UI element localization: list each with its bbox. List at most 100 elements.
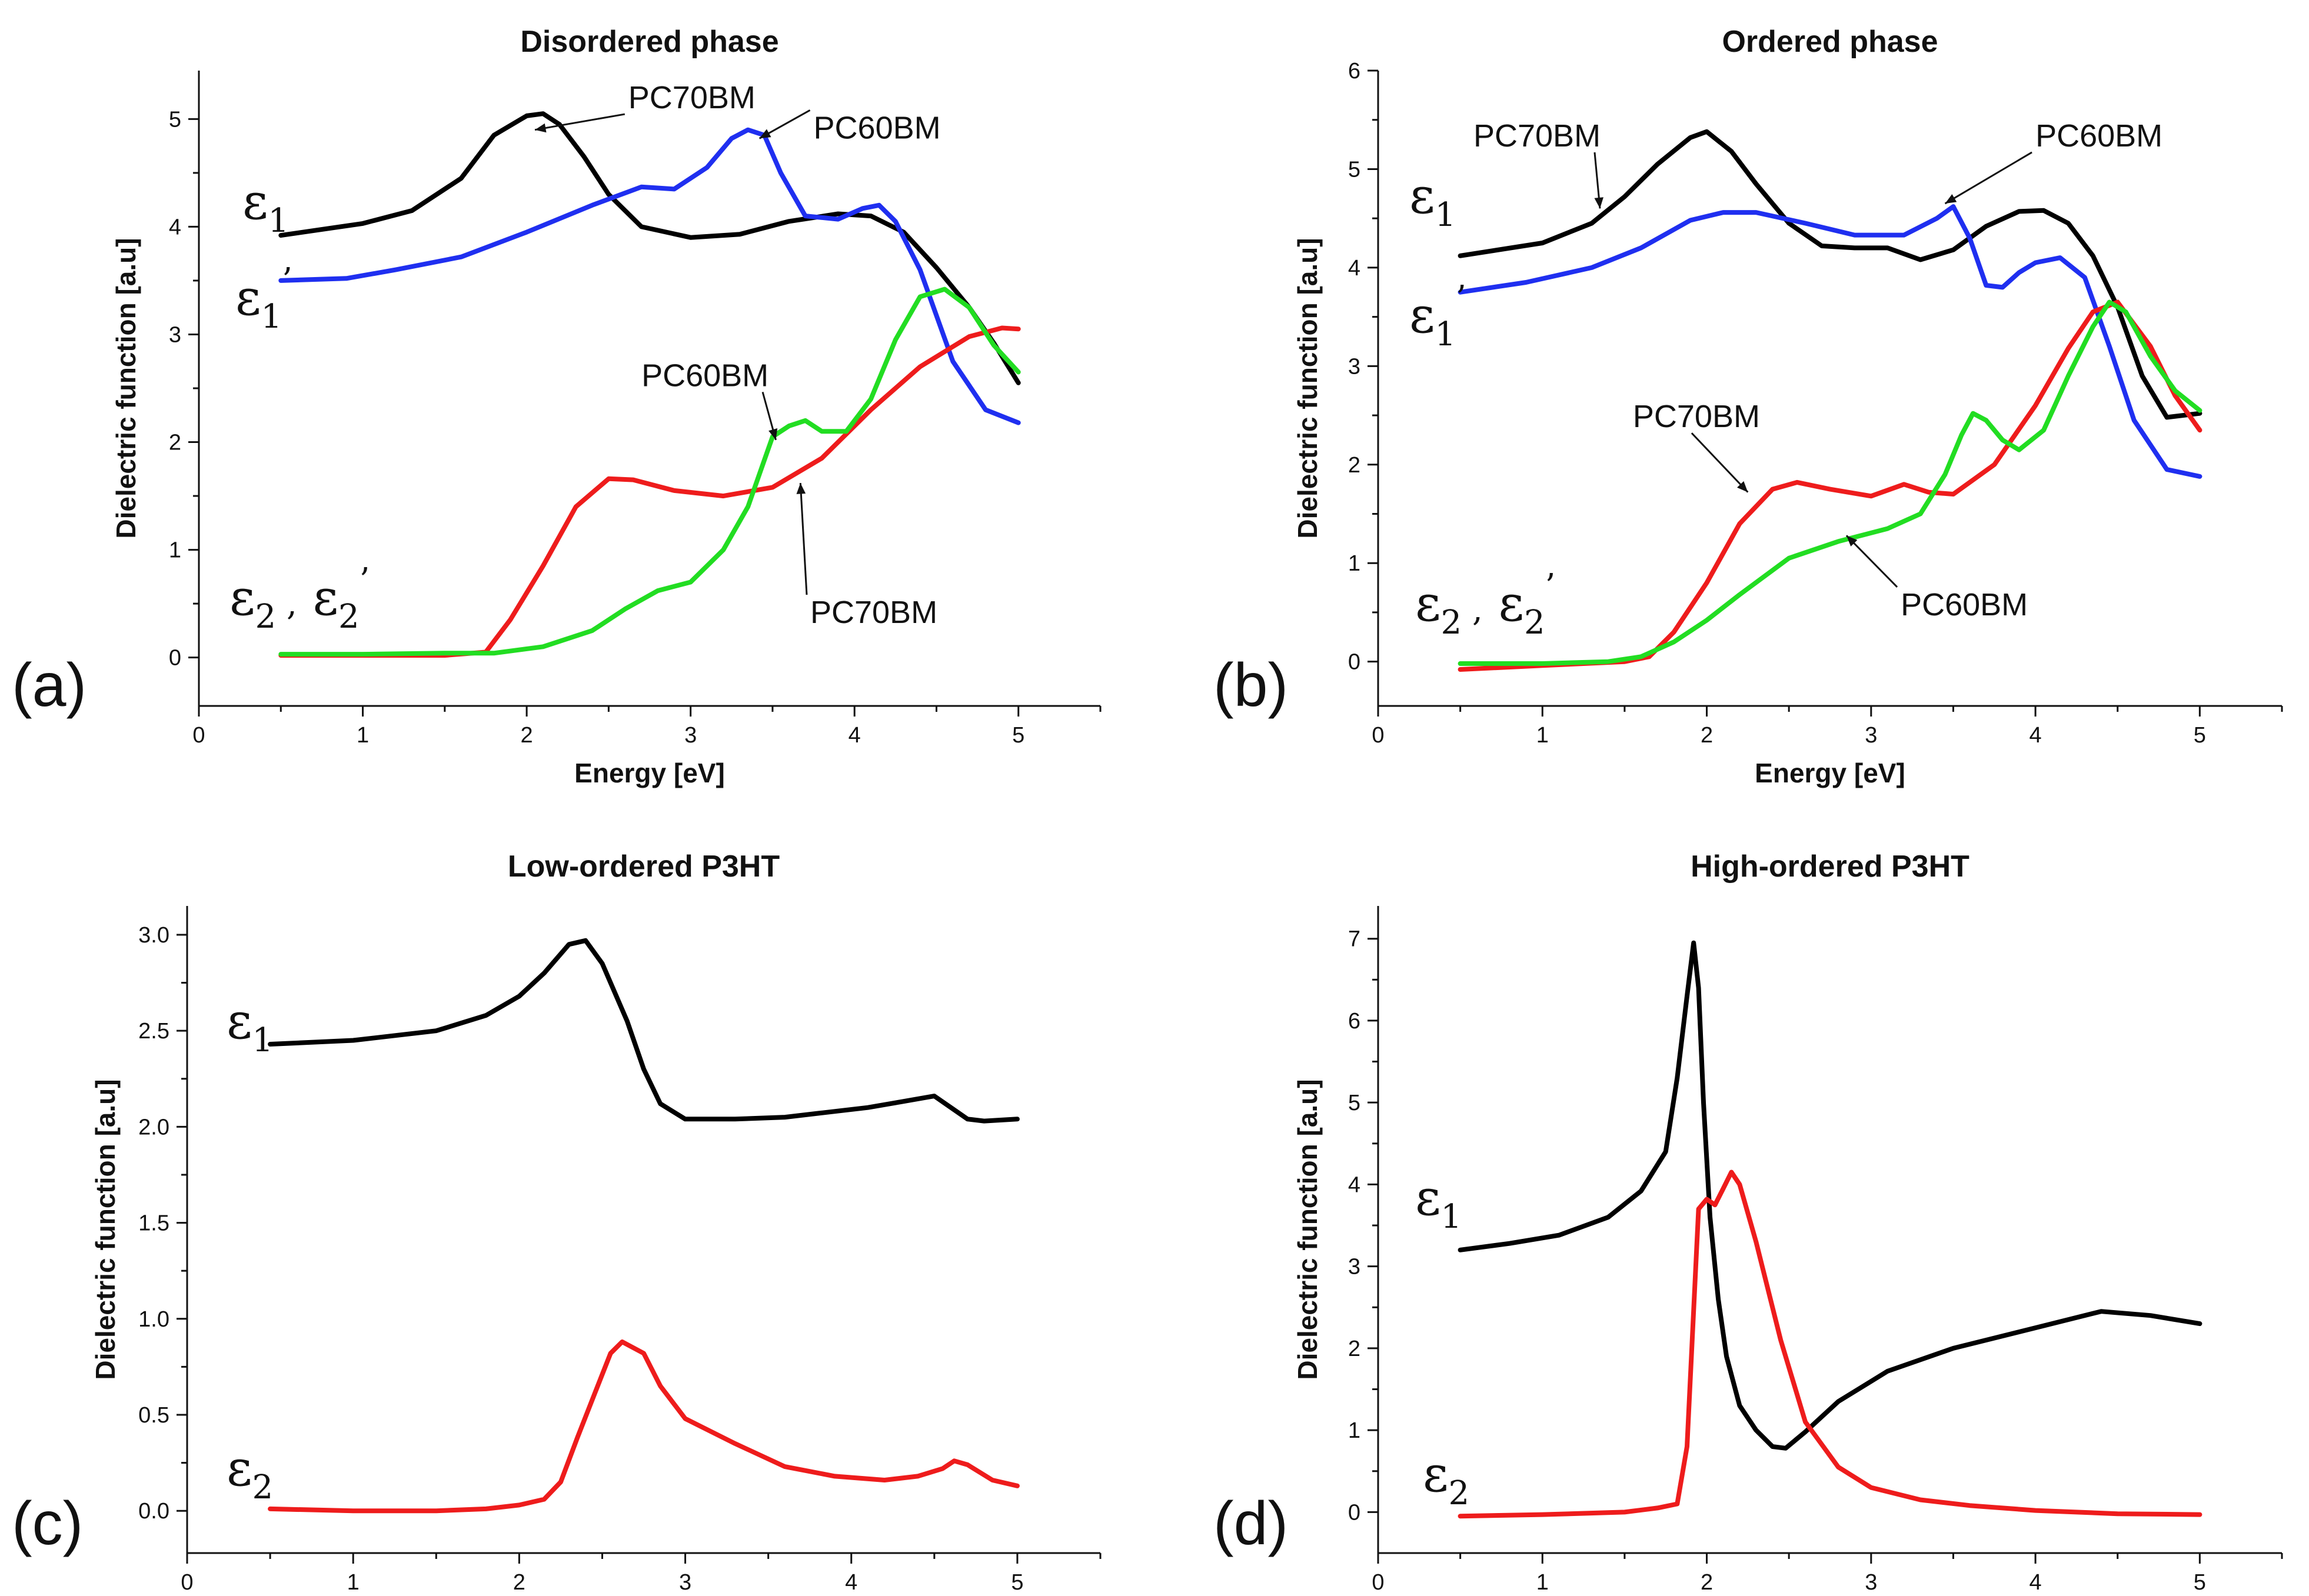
y-tick-label: 2.0 (138, 1115, 169, 1139)
annotation-arrow (1845, 535, 1898, 588)
series-line (1458, 299, 2202, 672)
curve-label: ε2 , ε2’ (1415, 567, 1555, 642)
y-tick-label: 3 (1348, 1255, 1360, 1280)
series-line (1458, 1169, 2202, 1519)
x-tick-label: 3 (679, 1570, 691, 1595)
curve-label: ε2 (227, 1440, 273, 1507)
y-tick-label: 1 (1348, 551, 1360, 576)
y-tick-label: 0.5 (138, 1403, 169, 1428)
y-tick-label: 7 (1348, 927, 1360, 952)
x-axis-label: Energy [eV] (1755, 758, 1905, 788)
x-tick-label: 1 (1536, 723, 1549, 748)
series-line (1458, 940, 2202, 1451)
x-tick-label: 5 (2194, 723, 2206, 748)
y-tick-label: 3.0 (138, 923, 169, 948)
panel-title: Disordered phase (520, 25, 778, 59)
panel-label: (b) (1213, 651, 1288, 719)
y-axis-label: Dielectric function [a.u] (111, 238, 141, 538)
y-tick-label: 6 (1348, 1009, 1360, 1034)
x-tick-label: 4 (2029, 723, 2042, 748)
x-tick-label: 0 (1372, 723, 1384, 748)
y-tick-label: 1 (169, 538, 181, 563)
y-axis-label: Dielectric function [a.u] (1292, 1079, 1323, 1380)
x-tick-label: 4 (845, 1570, 857, 1595)
annotation-label: PC70BM (1473, 118, 1601, 154)
series-line (278, 111, 1021, 385)
y-tick-label: 1.5 (138, 1211, 169, 1236)
annotation-arrowhead (1945, 194, 1957, 204)
curve-label: ε1 (1415, 1169, 1462, 1236)
annotation-label: PC60BM (814, 110, 941, 145)
x-tick-label: 2 (1701, 723, 1713, 748)
y-tick-label: 6 (1348, 59, 1360, 84)
x-tick-label: 1 (357, 723, 369, 748)
x-tick-label: 3 (1865, 1570, 1877, 1595)
y-tick-label: 4 (1348, 1172, 1360, 1197)
curve-label: ε1 (227, 992, 273, 1059)
curve-label: ε1 (242, 173, 289, 240)
series-line (278, 286, 1021, 657)
curve-label: ε2 , ε2’ (229, 561, 370, 636)
series-line (268, 938, 1020, 1124)
annotation-label: PC70BM (1633, 399, 1760, 434)
y-axis-label: Dielectric function [a.u] (90, 1079, 121, 1380)
y-tick-label: 2 (1348, 1337, 1360, 1361)
series-line (1458, 204, 2202, 479)
annotation-label: PC60BM (1901, 587, 2028, 622)
annotation-arrowhead (1594, 197, 1603, 209)
annotation-arrow (799, 483, 808, 595)
x-tick-label: 3 (1865, 723, 1877, 748)
panel-c: Low-ordered P3HT 0 1 2 3 4 5 0.0 0.5 1.0 1.5 2.0 2.5… (12, 849, 1102, 1595)
panel-title: Ordered phase (1722, 25, 1938, 59)
series-line (1458, 299, 2202, 666)
x-tick-label: 5 (2194, 1570, 2206, 1595)
series-line (278, 127, 1021, 425)
panel-d: High-ordered P3HT 0 1 2 3 4 5 0 1 2 3 4 5 6 7 Dielectri… (1213, 849, 2283, 1595)
x-tick-label: 3 (684, 723, 697, 748)
panel-title: Low-ordered P3HT (508, 849, 780, 884)
y-tick-label: 0 (1348, 1500, 1360, 1525)
annotation-label: PC60BM (641, 358, 768, 393)
curve-label: ε2 (1423, 1445, 1469, 1512)
series-line (268, 1339, 1020, 1514)
x-tick-label: 1 (1536, 1570, 1549, 1595)
x-tick-label: 0 (181, 1570, 193, 1595)
annotation-label: PC70BM (810, 595, 937, 630)
annotation-arrow (1944, 151, 2032, 205)
x-tick-label: 0 (192, 723, 205, 748)
y-axis-label: Dielectric function [a.u] (1292, 238, 1323, 538)
annotation-arrowhead (768, 428, 778, 440)
panel-label: (c) (12, 1490, 83, 1558)
x-tick-label: 2 (513, 1570, 525, 1595)
annotation-arrowhead (796, 483, 806, 494)
annotation-arrowhead (535, 123, 547, 133)
annotation-arrowhead (759, 129, 771, 139)
curve-label: ε1’ (235, 261, 292, 336)
annotation-arrowhead (1737, 481, 1748, 492)
panel-a: Disordered phase 0 1 2 3 4 5 0 1 2 3 4 5 Energy [eV] D… (12, 25, 1102, 788)
y-tick-label: 2 (1348, 453, 1360, 478)
y-tick-label: 5 (1348, 157, 1360, 182)
x-tick-label: 2 (521, 723, 533, 748)
panel-label: (d) (1213, 1490, 1288, 1558)
annotation-arrow (1691, 432, 1749, 493)
panel-label: (a) (12, 651, 86, 719)
x-tick-label: 5 (1012, 723, 1024, 748)
x-tick-label: 5 (1011, 1570, 1023, 1595)
y-tick-label: 2.5 (138, 1019, 169, 1044)
series-line (1458, 129, 2202, 420)
y-tick-label: 4 (1348, 256, 1360, 281)
curve-label: ε1’ (1409, 279, 1466, 354)
panel-b: Ordered phase 0 1 2 3 4 5 0 1 2 3 4 5 6 Energy [eV] Die… (1213, 25, 2283, 788)
x-tick-label: 0 (1372, 1570, 1384, 1595)
y-tick-label: 2 (169, 431, 181, 455)
annotation-label: PC70BM (628, 80, 756, 115)
y-tick-label: 1 (1348, 1418, 1360, 1443)
x-tick-label: 1 (347, 1570, 360, 1595)
annotation-arrow (534, 113, 626, 131)
x-tick-label: 4 (849, 723, 861, 748)
x-tick-label: 2 (1701, 1570, 1713, 1595)
y-tick-label: 5 (1348, 1091, 1360, 1115)
y-tick-label: 1.0 (138, 1307, 169, 1332)
